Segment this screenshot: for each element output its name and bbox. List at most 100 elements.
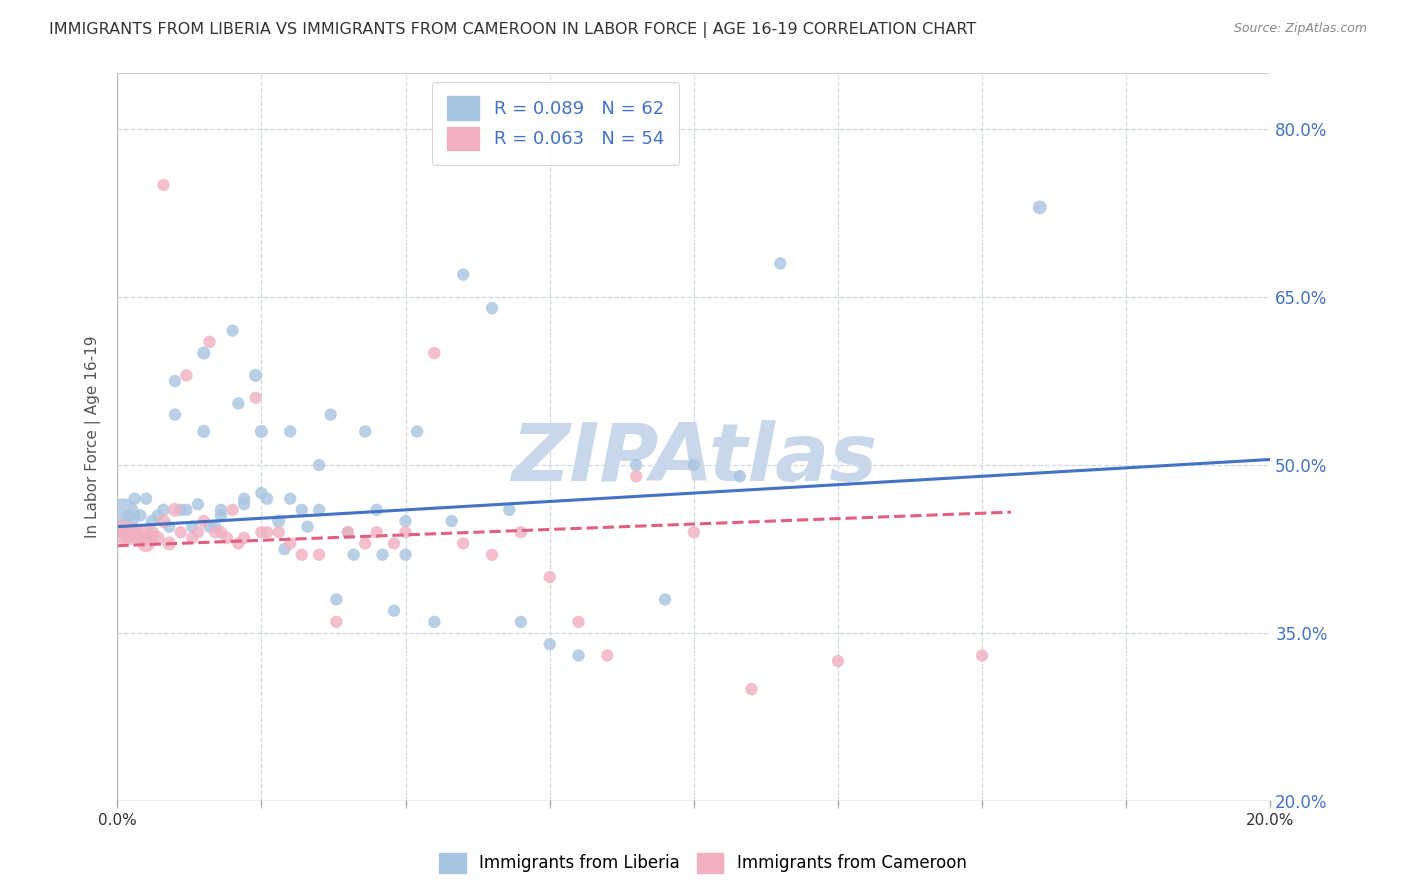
Point bbox=[423, 346, 446, 360]
Point bbox=[291, 548, 314, 562]
Point bbox=[498, 503, 520, 517]
Point bbox=[204, 525, 226, 540]
Point bbox=[228, 396, 250, 410]
Point bbox=[198, 519, 221, 533]
Point bbox=[221, 324, 243, 338]
Point bbox=[146, 508, 169, 523]
Point bbox=[451, 268, 474, 282]
Point bbox=[382, 536, 405, 550]
Point bbox=[394, 514, 416, 528]
Point bbox=[209, 525, 232, 540]
Point bbox=[152, 178, 174, 192]
Point bbox=[233, 491, 256, 506]
Point bbox=[624, 458, 647, 472]
Point bbox=[394, 548, 416, 562]
Point bbox=[198, 334, 221, 349]
Point bbox=[163, 503, 186, 517]
Y-axis label: In Labor Force | Age 16-19: In Labor Force | Age 16-19 bbox=[86, 335, 101, 538]
Point bbox=[827, 654, 849, 668]
Point bbox=[181, 531, 204, 545]
Point bbox=[146, 531, 169, 545]
Point bbox=[319, 408, 342, 422]
Point bbox=[267, 525, 290, 540]
Point bbox=[382, 604, 405, 618]
Point bbox=[250, 525, 273, 540]
Point bbox=[308, 548, 330, 562]
Point bbox=[170, 525, 193, 540]
Point bbox=[440, 514, 463, 528]
Point bbox=[152, 514, 174, 528]
Point bbox=[682, 525, 704, 540]
Point bbox=[204, 519, 226, 533]
Point bbox=[176, 503, 198, 517]
Legend: R = 0.089   N = 62, R = 0.063   N = 54: R = 0.089 N = 62, R = 0.063 N = 54 bbox=[432, 82, 679, 164]
Point bbox=[245, 391, 267, 405]
Point bbox=[256, 491, 278, 506]
Point bbox=[596, 648, 619, 663]
Point bbox=[141, 531, 163, 545]
Point bbox=[769, 256, 792, 270]
Point bbox=[278, 491, 301, 506]
Point bbox=[176, 368, 198, 383]
Point bbox=[118, 525, 141, 540]
Point bbox=[682, 458, 704, 472]
Point bbox=[366, 525, 388, 540]
Point bbox=[371, 548, 394, 562]
Point bbox=[215, 531, 238, 545]
Point bbox=[278, 425, 301, 439]
Point bbox=[267, 514, 290, 528]
Point bbox=[124, 525, 146, 540]
Point bbox=[1029, 201, 1052, 215]
Point bbox=[538, 637, 561, 651]
Point bbox=[118, 508, 141, 523]
Point bbox=[233, 531, 256, 545]
Point bbox=[129, 531, 152, 545]
Point bbox=[406, 425, 429, 439]
Point bbox=[481, 301, 503, 316]
Point bbox=[325, 592, 347, 607]
Point bbox=[170, 503, 193, 517]
Point bbox=[193, 514, 215, 528]
Point bbox=[221, 503, 243, 517]
Point bbox=[187, 497, 209, 511]
Point bbox=[308, 458, 330, 472]
Point bbox=[325, 615, 347, 629]
Point bbox=[152, 503, 174, 517]
Point bbox=[509, 615, 531, 629]
Point bbox=[343, 548, 366, 562]
Point bbox=[193, 346, 215, 360]
Point bbox=[451, 536, 474, 550]
Point bbox=[209, 503, 232, 517]
Point bbox=[157, 536, 180, 550]
Point bbox=[624, 469, 647, 483]
Point bbox=[181, 519, 204, 533]
Point bbox=[129, 531, 152, 545]
Point bbox=[209, 508, 232, 523]
Point bbox=[728, 469, 751, 483]
Point bbox=[233, 497, 256, 511]
Point bbox=[118, 531, 141, 545]
Point bbox=[509, 525, 531, 540]
Point bbox=[193, 425, 215, 439]
Point bbox=[336, 525, 359, 540]
Point bbox=[163, 374, 186, 388]
Point bbox=[740, 682, 762, 697]
Point bbox=[163, 408, 186, 422]
Point bbox=[291, 503, 314, 517]
Point bbox=[256, 525, 278, 540]
Point bbox=[245, 368, 267, 383]
Point bbox=[112, 525, 135, 540]
Point bbox=[157, 519, 180, 533]
Point bbox=[135, 525, 157, 540]
Point bbox=[228, 536, 250, 550]
Point bbox=[187, 525, 209, 540]
Point bbox=[538, 570, 561, 584]
Point bbox=[423, 615, 446, 629]
Point bbox=[112, 525, 135, 540]
Point bbox=[135, 491, 157, 506]
Point bbox=[135, 536, 157, 550]
Point bbox=[567, 648, 589, 663]
Point bbox=[336, 525, 359, 540]
Point bbox=[250, 486, 273, 500]
Point bbox=[366, 503, 388, 517]
